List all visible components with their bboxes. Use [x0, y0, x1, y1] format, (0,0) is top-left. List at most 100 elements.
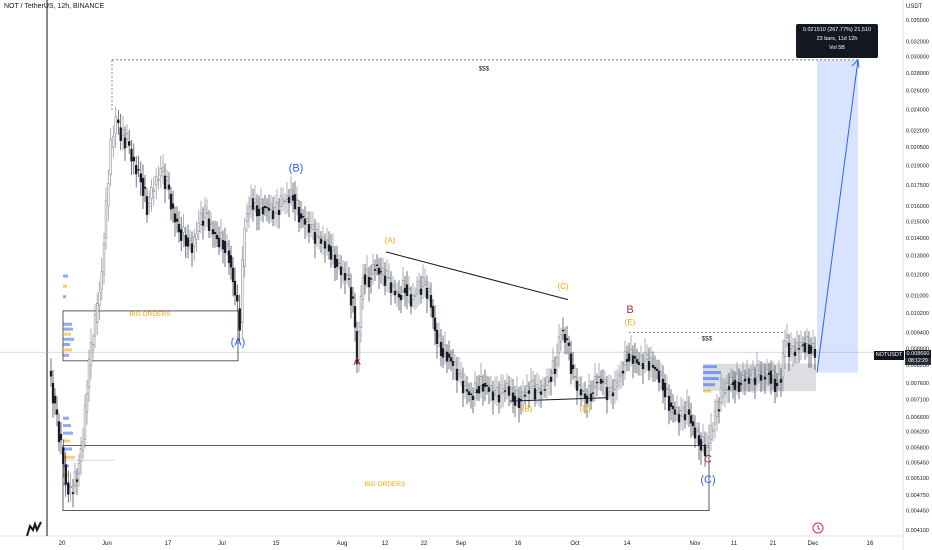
candle-body [753, 377, 757, 385]
candle-body [275, 202, 279, 214]
candle-body [100, 271, 103, 290]
candle-body [112, 135, 115, 148]
candle-body [341, 268, 345, 271]
candle-body [417, 280, 421, 292]
candle-body [491, 391, 495, 401]
candle-body [415, 289, 419, 295]
candle-body [479, 376, 483, 386]
candle-body [297, 206, 301, 223]
candle-body [137, 169, 140, 171]
candle-body [707, 436, 711, 444]
candle-body [585, 395, 589, 404]
candle-body [463, 381, 467, 386]
candle-body [231, 267, 235, 283]
candle-body [751, 369, 755, 381]
candle-body [793, 351, 797, 357]
candle-body [383, 275, 387, 286]
candle-body [449, 357, 453, 362]
candle-body [453, 361, 457, 366]
y-tick-label: 0.006200 [906, 430, 929, 436]
candle-body [197, 222, 200, 233]
candle-body [393, 290, 397, 296]
candle-body [627, 353, 631, 362]
volume-profile-bar [63, 447, 72, 451]
candle-body [223, 241, 227, 253]
volume-profile-bar [63, 416, 69, 420]
candle-body [335, 258, 339, 267]
candle-body [687, 409, 691, 415]
candle-body [501, 388, 505, 394]
candle-body [245, 213, 249, 222]
triangle-upper-trendline [385, 251, 569, 301]
candle-body [407, 288, 411, 290]
candle-body [701, 436, 705, 443]
candle-body [671, 405, 675, 410]
candle-body [67, 482, 70, 495]
candle-body [595, 381, 599, 384]
candle-body [387, 277, 391, 279]
candle-body [807, 344, 811, 354]
candle-body [413, 294, 417, 297]
candle-body [289, 189, 293, 197]
candle-body [733, 379, 737, 390]
x-tick-label: Jul [218, 541, 226, 547]
candle-body [467, 391, 471, 396]
candle-body [579, 389, 583, 396]
x-tick-label: Dec [808, 541, 819, 547]
candle-body [301, 216, 305, 218]
candle-body [713, 411, 717, 425]
tradingview-logo-icon[interactable] [24, 520, 44, 538]
candle-body [721, 389, 725, 397]
x-tick-label: 16 [867, 541, 874, 547]
candle-body [771, 370, 775, 376]
candle-body [163, 175, 167, 190]
candle-body [593, 376, 597, 388]
candle-body [193, 236, 196, 247]
candle-body [649, 357, 653, 364]
candle-body [523, 394, 527, 397]
clock-icon[interactable] [812, 522, 824, 534]
candle-body [715, 401, 719, 418]
candle-body [365, 268, 369, 277]
candle-body [551, 360, 555, 374]
candle-body [489, 385, 493, 390]
candle-body [213, 232, 217, 235]
candle-body [359, 295, 363, 328]
candle-body [373, 269, 377, 271]
candle-body [369, 278, 373, 280]
candle-body [157, 179, 160, 181]
candle-body [363, 274, 367, 285]
candle-body [759, 374, 763, 381]
x-tick-label: Nov [690, 541, 701, 547]
candle-body [209, 222, 213, 225]
candle-body [114, 116, 117, 134]
candle-body [645, 354, 649, 360]
candle-body [473, 382, 477, 394]
candle-body [238, 308, 241, 331]
y-tick-label: 0.017500 [906, 183, 929, 189]
candle-body [781, 352, 785, 378]
candle-body [125, 133, 129, 140]
candle-body [145, 196, 149, 215]
candle-body [457, 370, 461, 374]
candle-body [641, 362, 645, 370]
candle-body [77, 462, 81, 474]
wave-label: B [626, 304, 633, 316]
y-tick-label: 0.013000 [906, 254, 929, 260]
candle-body [541, 385, 545, 391]
candle-body [441, 348, 445, 358]
candle-body [761, 372, 765, 377]
candle-body [161, 167, 165, 172]
candle-body [329, 246, 333, 260]
candle-body [557, 336, 561, 354]
candle-body [749, 375, 753, 380]
measure-volume: Vol 5B [829, 45, 845, 51]
candle-body [305, 218, 309, 222]
candle-body [763, 376, 767, 380]
candle-body [791, 346, 795, 355]
candle-body [339, 266, 343, 276]
volume-profile-bar [63, 295, 66, 299]
candle-body [221, 239, 225, 250]
candle-body [319, 238, 323, 244]
